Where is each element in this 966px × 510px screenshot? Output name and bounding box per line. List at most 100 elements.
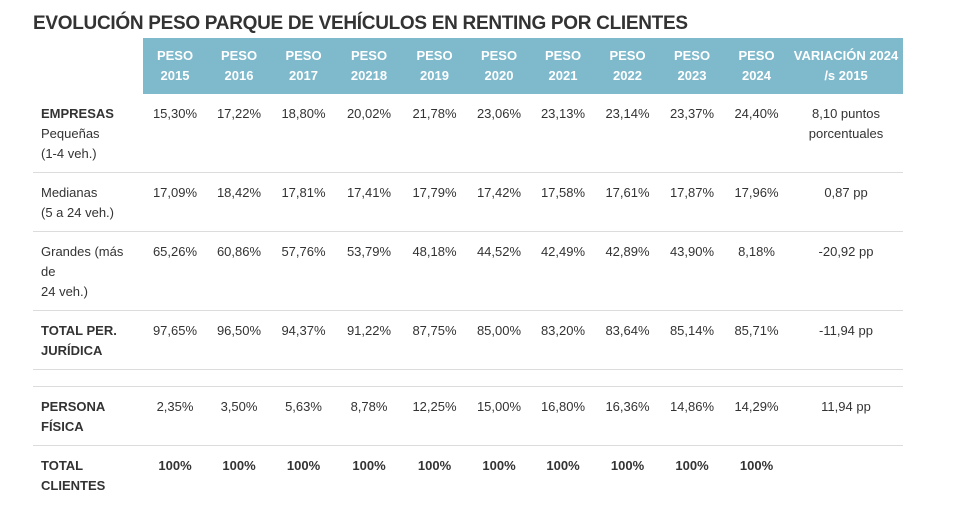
value-cell: 100% — [739, 458, 774, 473]
value-cell: 17,09% — [143, 172, 207, 232]
row-label-line: (1-4 veh.) — [41, 146, 97, 161]
value-cell: 17,61% — [595, 172, 660, 232]
value-cell: 60,86% — [207, 231, 271, 311]
header-year-4: PESO 2019 — [402, 38, 467, 94]
variation-line: 8,10 puntos — [812, 106, 880, 121]
value-cell: 16,80% — [531, 386, 595, 446]
table-row: TOTAL CLIENTES 100% 100% 100% 100% 100% 100% 100… — [33, 446, 903, 505]
variation-line: -11,94 pp — [819, 323, 873, 338]
header-line: PESO — [350, 48, 388, 63]
header-year-5: PESO 2020 — [467, 38, 531, 94]
value-cell: 48,18% — [402, 231, 467, 311]
value-cell: 17,42% — [467, 172, 531, 232]
variation-line: 11,94 pp — [821, 399, 871, 414]
value-cell: 18,42% — [207, 172, 271, 232]
variation-cell: 8,10 puntos porcentuales — [789, 94, 903, 173]
value-cell: 53,79% — [336, 231, 402, 311]
header-year-9: PESO 2024 — [724, 38, 789, 94]
header-line: 2021 — [548, 68, 578, 83]
value-cell: 23,06% — [467, 94, 531, 173]
value-cell: 15,30% — [143, 94, 207, 173]
variation-cell: -11,94 pp — [789, 310, 903, 370]
value-cell: 21,78% — [402, 94, 467, 173]
value-cell: 97,65% — [143, 310, 207, 370]
value-cell: 17,41% — [336, 172, 402, 232]
row-label-bold: TOTAL PER. — [41, 323, 117, 338]
header-line: PESO — [220, 48, 258, 63]
variation-cell: 0,87 pp — [789, 172, 903, 232]
row-label-bold: CLIENTES — [41, 478, 106, 493]
value-cell: 44,52% — [467, 231, 531, 311]
value-cell: 17,79% — [402, 172, 467, 232]
header-year-7: PESO 2022 — [595, 38, 660, 94]
header-line: 20218 — [350, 68, 388, 83]
header-year-0: PESO 2015 — [143, 38, 207, 94]
value-cell: 23,13% — [531, 94, 595, 173]
value-cell: 23,37% — [660, 94, 724, 173]
header-variation: VARIACIÓN 2024/s 2015 — [789, 38, 903, 94]
table-row: Medianas (5 a 24 veh.) 17,09% 18,42% 17,81% 1… — [33, 172, 903, 232]
variation-line: porcentuales — [808, 126, 884, 141]
value-cell: 14,86% — [660, 386, 724, 446]
value-cell: 14,29% — [724, 386, 789, 446]
value-cell: 85,71% — [724, 310, 789, 370]
value-cell: 20,02% — [336, 94, 402, 173]
value-cell: 100% — [286, 458, 321, 473]
value-cell: 17,22% — [207, 94, 271, 173]
header-line: 2020 — [484, 68, 514, 83]
value-cell: 100% — [158, 458, 192, 473]
value-cell: 8,18% — [724, 231, 789, 311]
value-cell: 100% — [417, 458, 452, 473]
header-blank-cell — [33, 38, 143, 94]
header-line: PESO — [416, 48, 453, 63]
variation-line: -20,92 pp — [818, 244, 874, 259]
table-body: EMPRESAS Pequeñas (1-4 veh.) 15,30% 17,22% 18… — [33, 94, 903, 504]
row-label-bold: PERSONA — [41, 399, 106, 414]
value-cell: 96,50% — [207, 310, 271, 370]
value-cell: 100% — [610, 458, 645, 473]
value-cell: 2,35% — [143, 386, 207, 446]
value-cell: 43,90% — [660, 231, 724, 311]
value-cell: 100% — [482, 458, 516, 473]
variation-cell: 11,94 pp — [789, 386, 903, 446]
variation-cell — [789, 446, 903, 505]
value-cell: 83,20% — [531, 310, 595, 370]
value-cell: 8,78% — [336, 386, 402, 446]
value-cell: 3,50% — [207, 386, 271, 446]
value-cell: 16,36% — [595, 386, 660, 446]
value-cell: 87,75% — [402, 310, 467, 370]
variation-cell: -20,92 pp — [789, 231, 903, 311]
row-label-line: (5 a 24 veh.) — [41, 205, 114, 220]
header-year-8: PESO 2023 — [660, 38, 724, 94]
header-line: /s 2015 — [824, 68, 868, 83]
value-cell: 23,14% — [595, 94, 660, 173]
value-cell: 24,40% — [724, 94, 789, 173]
row-label: TOTAL PER. JURÍDICA — [33, 310, 143, 370]
spacer-row — [33, 369, 903, 387]
header-line: PESO — [609, 48, 646, 63]
value-cell: 5,63% — [271, 386, 336, 446]
row-label-bold: JURÍDICA — [41, 343, 103, 358]
value-cell: 17,87% — [660, 172, 724, 232]
row-label: Grandes (más de 24 veh.) — [33, 231, 143, 311]
value-cell: 17,96% — [724, 172, 789, 232]
value-cell: 100% — [222, 458, 256, 473]
variation-line: 0,87 pp — [824, 185, 868, 200]
value-cell: 85,14% — [660, 310, 724, 370]
header-line: PESO — [156, 48, 194, 63]
row-label-line: 24 veh.) — [41, 284, 88, 299]
value-cell: 83,64% — [595, 310, 660, 370]
value-cell: 85,00% — [467, 310, 531, 370]
value-cell: 17,81% — [271, 172, 336, 232]
table-row: PERSONA FÍSICA 2,35% 3,50% 5,63% 8,78% 12,25% 1… — [33, 386, 903, 446]
header-line: PESO — [480, 48, 518, 63]
header-line: 2017 — [289, 68, 318, 83]
value-cell: 42,49% — [531, 231, 595, 311]
row-label: TOTAL CLIENTES — [33, 446, 143, 505]
header-line: PESO — [673, 48, 711, 63]
value-cell: 42,89% — [595, 231, 660, 311]
header-year-2: PESO 2017 — [271, 38, 336, 94]
row-label: EMPRESAS Pequeñas (1-4 veh.) — [33, 94, 143, 173]
table-row: Grandes (más de 24 veh.) 65,26% 60,86% 57,76… — [33, 231, 903, 311]
page-title: EVOLUCIÓN PESO PARQUE DE VEHÍCULOS EN RE… — [33, 13, 688, 34]
